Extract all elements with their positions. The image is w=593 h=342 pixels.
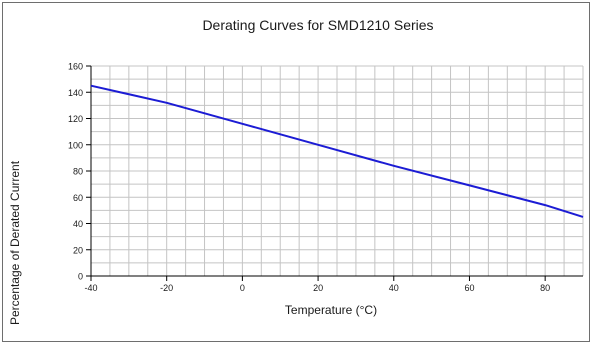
x-tick-label: -20 — [160, 283, 173, 293]
y-axis-label: Percentage of Derated Current — [8, 160, 22, 325]
grid — [90, 65, 584, 277]
chart: Derating Curves for SMD1210 Series 0 20 40… — [8, 17, 584, 325]
axes — [86, 65, 583, 281]
x-tick-label: 20 — [313, 283, 323, 293]
x-tick-label: -40 — [84, 283, 97, 293]
y-tick-label: 80 — [73, 167, 83, 177]
series-line — [90, 84, 584, 218]
y-tick-label: 20 — [73, 245, 83, 255]
x-tick-label: 40 — [389, 283, 399, 293]
x-tick-label: 0 — [240, 283, 245, 293]
chart-title: Derating Curves for SMD1210 Series — [202, 17, 433, 33]
y-tick-label: 40 — [73, 219, 83, 229]
y-tick-label: 120 — [68, 114, 83, 124]
y-tick-label: 0 — [78, 272, 83, 282]
series-layer — [90, 84, 584, 218]
y-tick-label: 160 — [68, 62, 83, 72]
tick-labels: 0 20 40 60 80 100 120 140 160 -40 -20 0 20 40 60 80 — [68, 62, 550, 294]
x-tick-label: 80 — [540, 283, 550, 293]
y-tick-label: 60 — [73, 193, 83, 203]
y-tick-label: 140 — [68, 88, 83, 98]
x-tick-label: 60 — [464, 283, 474, 293]
y-tick-label: 100 — [68, 140, 83, 150]
x-axis-label: Temperature (°C) — [285, 303, 377, 317]
